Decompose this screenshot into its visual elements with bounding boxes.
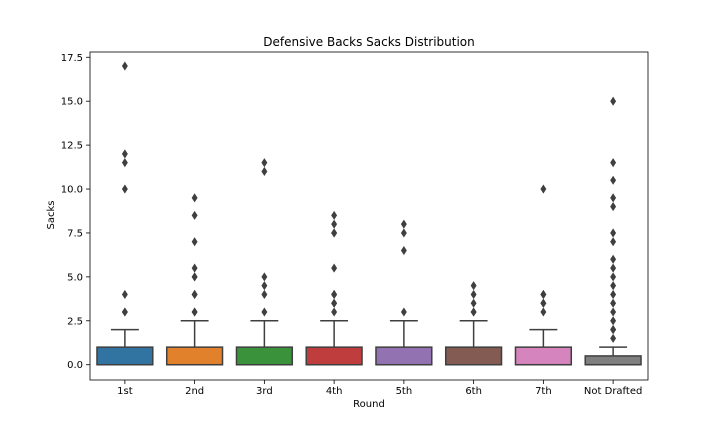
outlier-point xyxy=(261,158,268,168)
outlier-point xyxy=(191,272,198,282)
plot-area: 0.0 2.5 5.0 7.5 10.0 12.5 15.0 17.5 1st 2nd 3rd 4th… xyxy=(61,53,643,397)
outlier-point xyxy=(261,307,268,317)
y-tick-label: 10.0 xyxy=(61,185,83,196)
outlier-point xyxy=(331,228,338,238)
outlier-point xyxy=(191,210,198,220)
outlier-point xyxy=(470,307,477,317)
outlier-point xyxy=(610,175,617,185)
outlier-point xyxy=(470,281,477,291)
outlier-point xyxy=(191,237,198,247)
outlier-point xyxy=(610,298,617,308)
box-body xyxy=(444,346,503,366)
outlier-point xyxy=(610,289,617,299)
box-8: Not Drafted xyxy=(584,96,642,397)
outlier-point xyxy=(610,325,617,335)
outlier-point xyxy=(610,254,617,264)
x-tick-label: Not Drafted xyxy=(584,386,642,397)
outlier-point xyxy=(331,289,338,299)
outlier-point xyxy=(121,149,128,159)
box-body xyxy=(514,346,573,366)
box-body xyxy=(96,346,154,366)
y-axis-label: Sacks xyxy=(46,201,57,230)
outlier-point xyxy=(400,219,407,229)
x-tick-label: 6th xyxy=(465,386,482,397)
outlier-point xyxy=(610,263,617,273)
outlier-point xyxy=(610,96,617,106)
outlier-point xyxy=(610,272,617,282)
outlier-point xyxy=(331,298,338,308)
outlier-point xyxy=(121,61,128,71)
outlier-point xyxy=(400,245,407,256)
outlier-point xyxy=(610,316,617,326)
box-5: 5th xyxy=(375,219,433,397)
y-tick-label: 17.5 xyxy=(61,53,83,64)
box-6: 6th xyxy=(444,281,503,397)
outlier-point xyxy=(610,307,617,317)
outlier-point xyxy=(331,263,338,273)
outlier-point xyxy=(610,281,617,291)
box-body xyxy=(165,346,224,366)
box-body xyxy=(235,346,294,366)
outlier-point xyxy=(121,289,128,299)
y-tick-label: 12.5 xyxy=(61,141,83,152)
x-tick-label: 3rd xyxy=(256,386,273,397)
box-body xyxy=(305,346,363,366)
chart-title: Defensive Backs Sacks Distribution xyxy=(263,35,475,49)
outlier-point xyxy=(121,158,128,168)
outlier-point xyxy=(540,289,547,299)
plot-frame xyxy=(89,51,649,381)
y-tick-label: 5.0 xyxy=(67,272,83,283)
box-3: 3rd xyxy=(235,158,294,397)
outlier-point xyxy=(191,289,198,299)
outlier-point xyxy=(610,158,617,168)
outlier-point xyxy=(610,237,617,247)
y-tick-label: 2.5 xyxy=(67,316,83,327)
outlier-point xyxy=(610,202,617,212)
outlier-point xyxy=(470,298,477,308)
outlier-point xyxy=(191,263,198,273)
box-1: 1st xyxy=(96,61,154,397)
box-2: 2nd xyxy=(165,193,224,397)
x-tick-label: 5th xyxy=(396,386,413,397)
outlier-point xyxy=(261,289,268,299)
outlier-point xyxy=(610,228,617,238)
box-7: 7th xyxy=(514,184,573,397)
x-tick-label: 1st xyxy=(117,386,133,397)
outlier-point xyxy=(610,193,617,203)
box-body xyxy=(584,355,642,366)
outlier-point xyxy=(121,307,128,317)
x-tick-label: 4th xyxy=(326,386,343,397)
x-axis-label: Round xyxy=(353,399,385,410)
outlier-point xyxy=(331,219,338,229)
x-tick-label: 2nd xyxy=(185,386,204,397)
outlier-point xyxy=(191,307,198,317)
y-tick-label: 15.0 xyxy=(61,97,83,108)
outlier-point xyxy=(540,307,547,317)
y-tick-label: 0.0 xyxy=(67,360,83,371)
outlier-point xyxy=(331,307,338,317)
outlier-point xyxy=(261,281,268,291)
outlier-point xyxy=(470,289,477,299)
box-body xyxy=(375,346,433,366)
outlier-point xyxy=(610,333,617,343)
outlier-point xyxy=(331,210,338,220)
outlier-point xyxy=(540,184,547,194)
outlier-point xyxy=(540,298,547,308)
outlier-point xyxy=(121,184,128,194)
outlier-point xyxy=(400,228,407,238)
y-tick-label: 7.5 xyxy=(67,228,83,239)
outlier-point xyxy=(400,307,407,317)
outlier-point xyxy=(261,272,268,282)
outlier-point xyxy=(261,166,268,177)
box-4: 4th xyxy=(305,210,363,397)
outlier-point xyxy=(191,193,198,203)
x-tick-label: 7th xyxy=(535,386,552,397)
